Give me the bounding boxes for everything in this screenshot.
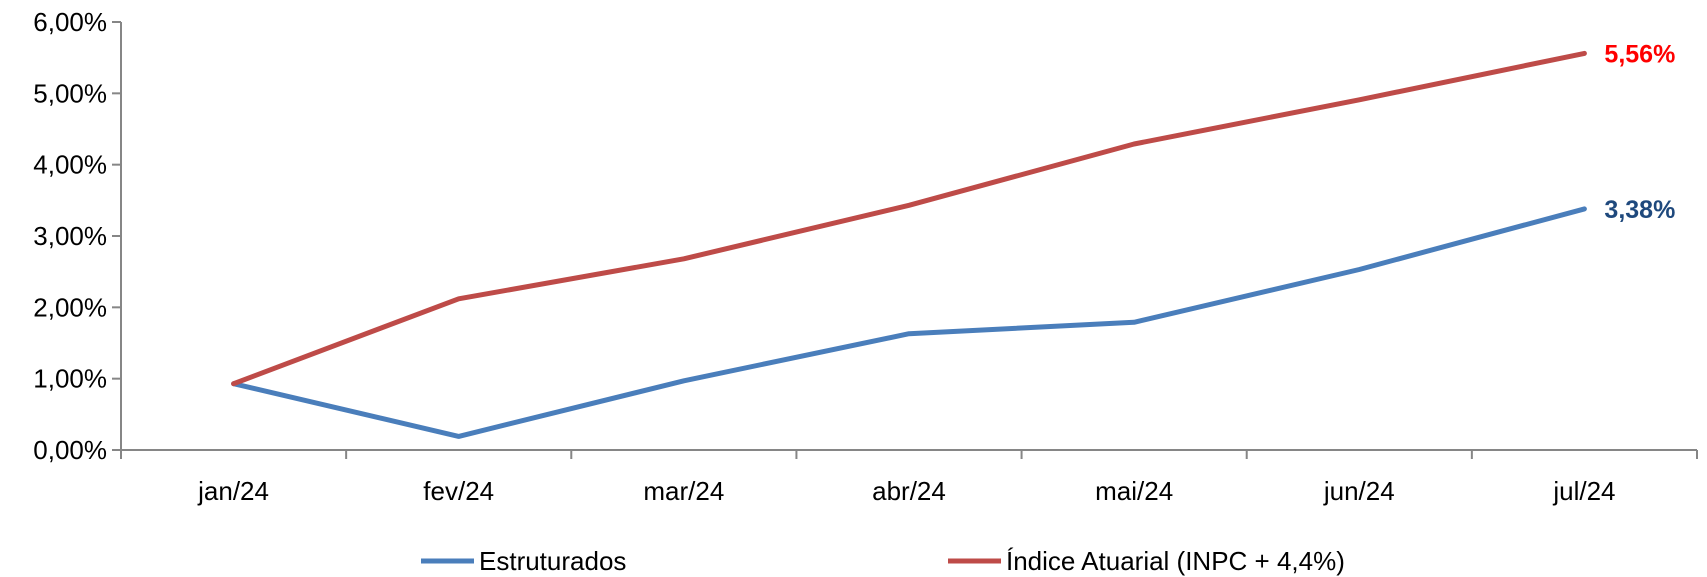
y-tick-label: 1,00% <box>33 364 107 394</box>
x-tick-label: jan/24 <box>197 476 269 506</box>
legend-label: Estruturados <box>479 546 626 576</box>
y-tick-label: 3,00% <box>33 221 107 251</box>
y-tick-label: 2,00% <box>33 292 107 322</box>
x-tick-label: abr/24 <box>872 476 946 506</box>
y-tick-label: 4,00% <box>33 150 107 180</box>
end-value-label: 3,38% <box>1604 196 1675 224</box>
chart-legend: Estruturados Índice Atuarial (INPC + 4,4%… <box>421 546 1345 576</box>
x-tick-label: jul/24 <box>1552 476 1615 506</box>
y-tick-label: 5,00% <box>33 78 107 108</box>
end-value-label: 5,56% <box>1604 40 1675 68</box>
chart-axes <box>120 22 1697 451</box>
x-tick-label: mai/24 <box>1095 476 1173 506</box>
x-axis-ticks: jan/24 fev/24 mar/24 abr/24 mai/24 jun/24 jul/… <box>120 450 1698 506</box>
series-end-labels: 3,38% 5,56% <box>1604 40 1675 224</box>
y-axis-ticks: 0,00% 1,00% 2,00% 3,00% 4,00% 5,00% 6,00% <box>33 7 121 465</box>
y-tick-label: 0,00% <box>33 435 107 465</box>
x-tick-label: mar/24 <box>643 476 724 506</box>
series-lines <box>231 50 1587 439</box>
legend-label: Índice Atuarial (INPC + 4,4%) <box>1006 546 1345 576</box>
x-tick-label: fev/24 <box>423 476 494 506</box>
x-tick-label: jun/24 <box>1323 476 1395 506</box>
series-line-1 <box>231 206 1587 439</box>
y-tick-label: 6,00% <box>33 7 107 37</box>
